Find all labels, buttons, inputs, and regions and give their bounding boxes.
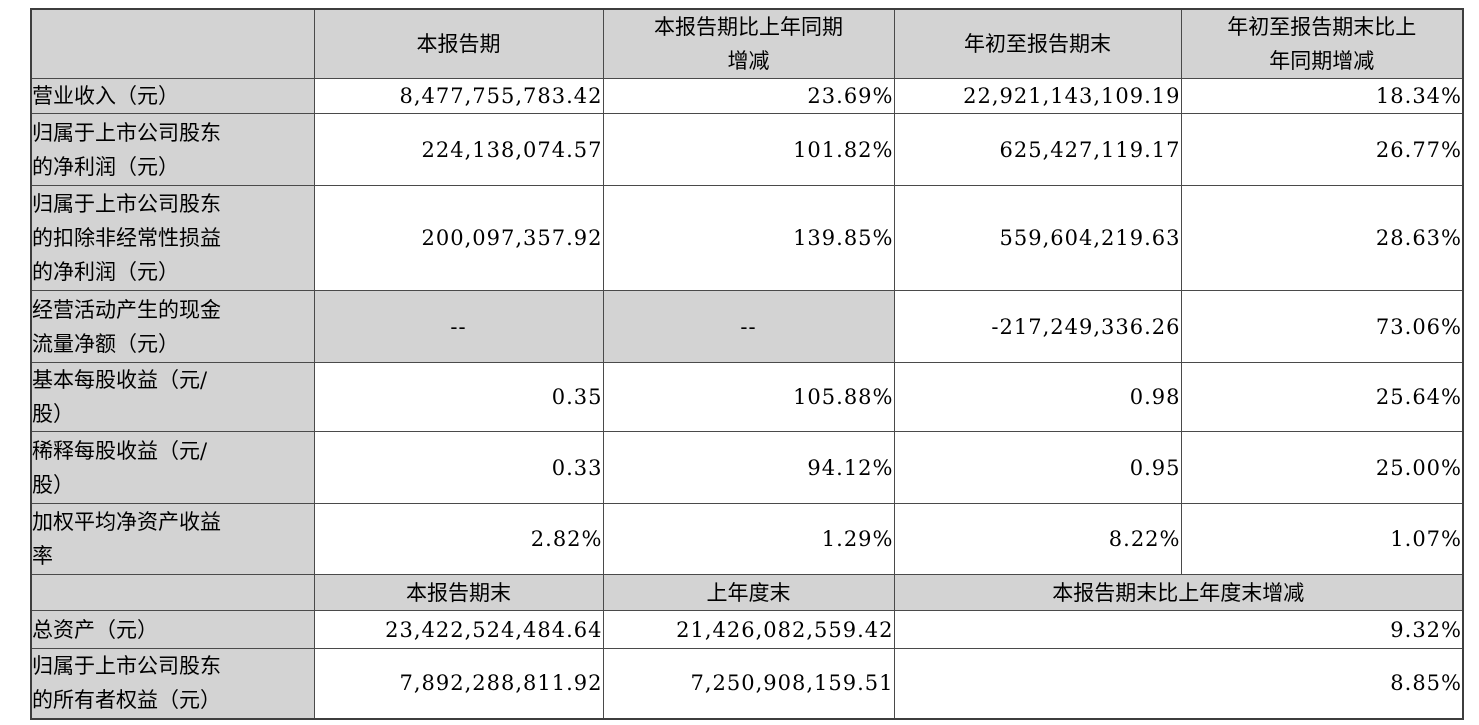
cell-yoy-change: 139.85% — [602, 185, 895, 291]
cell-yoy-change: 23.69% — [602, 78, 895, 114]
table-row-equity-attributable: 归属于上市公司股东 的所有者权益（元） 7,892,288,811.92 7,2… — [30, 648, 1464, 719]
table-row-operating-revenue: 营业收入（元） 8,477,755,783.42 23.69% 22,921,1… — [30, 78, 1464, 114]
cell-year-to-date: 0.95 — [893, 431, 1182, 504]
cell-change: 9.32% — [893, 610, 1464, 649]
header-cell-year-to-date: 年初至报告期末 — [893, 8, 1182, 79]
cell-ytd-yoy-change: 26.77% — [1180, 113, 1464, 186]
table-row-operating-cash-flow: 经营活动产生的现金 流量净额（元） -- -- -217,249,336.26 … — [30, 290, 1464, 363]
cell-year-to-date: -217,249,336.26 — [893, 290, 1182, 363]
sub-header-cell-end-of-period: 本报告期末 — [313, 574, 604, 611]
table-row-weighted-avg-roe: 加权平均净资产收益 率 2.82% 1.29% 8.22% 1.07% — [30, 503, 1464, 575]
cell-current-period-na: -- — [313, 290, 604, 363]
cell-yoy-change: 105.88% — [602, 362, 895, 432]
cell-year-to-date: 625,427,119.17 — [893, 113, 1182, 186]
cell-end-of-prior-year: 21,426,082,559.42 — [602, 610, 895, 649]
cell-current-period: 224,138,074.57 — [313, 113, 604, 186]
cell-year-to-date: 22,921,143,109.19 — [893, 78, 1182, 114]
cell-current-period: 0.33 — [313, 431, 604, 504]
cell-current-period: 200,097,357.92 — [313, 185, 604, 291]
header-row: 本报告期 本报告期比上年同期 增减 年初至报告期末 年初至报告期末比上 年同期增… — [30, 8, 1464, 79]
cell-year-to-date: 0.98 — [893, 362, 1182, 432]
row-label: 归属于上市公司股东 的净利润（元） — [30, 113, 315, 186]
cell-yoy-change: 101.82% — [602, 113, 895, 186]
cell-end-of-period: 23,422,524,484.64 — [313, 610, 604, 649]
cell-ytd-yoy-change: 25.00% — [1180, 431, 1464, 504]
cell-yoy-change: 1.29% — [602, 503, 895, 575]
row-label: 稀释每股收益（元/ 股） — [30, 431, 315, 504]
table-row-diluted-eps: 稀释每股收益（元/ 股） 0.33 94.12% 0.95 25.00% — [30, 431, 1464, 504]
header-cell-yoy-change: 本报告期比上年同期 增减 — [602, 8, 895, 79]
cell-ytd-yoy-change: 1.07% — [1180, 503, 1464, 575]
row-label: 归属于上市公司股东 的扣除非经常性损益 的净利润（元） — [30, 185, 315, 291]
cell-yoy-change-na: -- — [602, 290, 895, 363]
row-label: 营业收入（元） — [30, 78, 315, 114]
table-row-total-assets: 总资产（元） 23,422,524,484.64 21,426,082,559.… — [30, 610, 1464, 649]
row-label: 基本每股收益（元/ 股） — [30, 362, 315, 432]
header-cell-current-period: 本报告期 — [313, 8, 604, 79]
cell-ytd-yoy-change: 73.06% — [1180, 290, 1464, 363]
cell-current-period: 8,477,755,783.42 — [313, 78, 604, 114]
cell-ytd-yoy-change: 28.63% — [1180, 185, 1464, 291]
cell-end-of-period: 7,892,288,811.92 — [313, 648, 604, 719]
header-cell-ytd-yoy-change: 年初至报告期末比上 年同期增减 — [1180, 8, 1464, 79]
sub-header-row: 本报告期末 上年度末 本报告期末比上年度末增减 — [30, 574, 1464, 611]
cell-ytd-yoy-change: 25.64% — [1180, 362, 1464, 432]
cell-year-to-date: 8.22% — [893, 503, 1182, 575]
financial-summary-table: 本报告期 本报告期比上年同期 增减 年初至报告期末 年初至报告期末比上 年同期增… — [30, 8, 1464, 720]
row-label: 加权平均净资产收益 率 — [30, 503, 315, 575]
cell-current-period: 2.82% — [313, 503, 604, 575]
row-label: 归属于上市公司股东 的所有者权益（元） — [30, 648, 315, 719]
table-row-net-profit: 归属于上市公司股东 的净利润（元） 224,138,074.57 101.82%… — [30, 113, 1464, 186]
cell-year-to-date: 559,604,219.63 — [893, 185, 1182, 291]
header-cell-blank — [30, 8, 315, 79]
row-label: 经营活动产生的现金 流量净额（元） — [30, 290, 315, 363]
cell-ytd-yoy-change: 18.34% — [1180, 78, 1464, 114]
cell-end-of-prior-year: 7,250,908,159.51 — [602, 648, 895, 719]
cell-change: 8.85% — [893, 648, 1464, 719]
sub-header-cell-end-of-prior-year: 上年度末 — [602, 574, 895, 611]
cell-yoy-change: 94.12% — [602, 431, 895, 504]
cell-current-period: 0.35 — [313, 362, 604, 432]
table-row-basic-eps: 基本每股收益（元/ 股） 0.35 105.88% 0.98 25.64% — [30, 362, 1464, 432]
sub-header-cell-change: 本报告期末比上年度末增减 — [893, 574, 1464, 611]
sub-header-cell-blank — [30, 574, 315, 611]
row-label: 总资产（元） — [30, 610, 315, 649]
table-row-net-profit-excl-nonrecurring: 归属于上市公司股东 的扣除非经常性损益 的净利润（元） 200,097,357.… — [30, 185, 1464, 291]
